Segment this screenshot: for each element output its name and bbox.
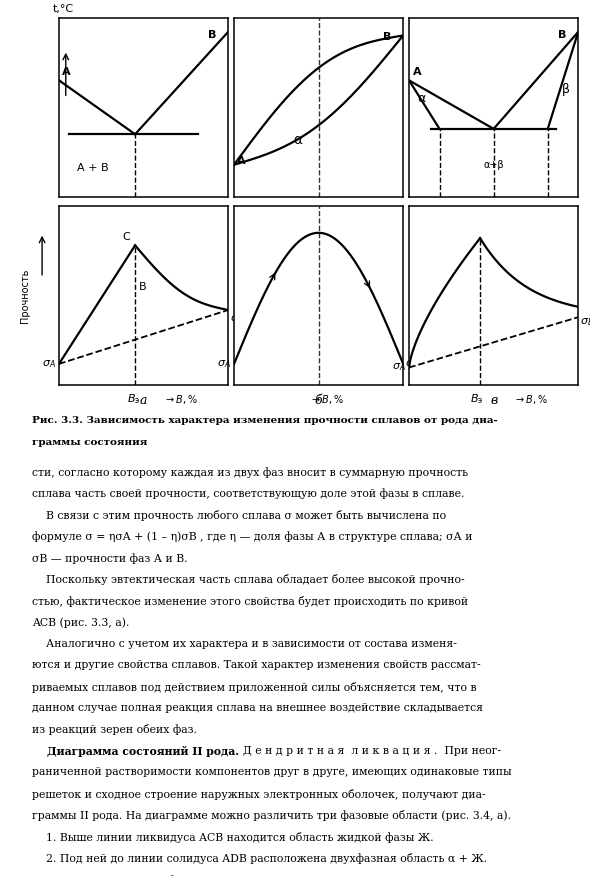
Text: $\sigma_A$: $\sigma_A$ xyxy=(42,358,55,370)
Text: граммы II рода. На диаграмме можно различить три фазовые области (рис. 3.4, а).: граммы II рода. На диаграмме можно разли… xyxy=(32,810,512,822)
Text: A: A xyxy=(63,67,71,77)
Text: t,°C: t,°C xyxy=(53,4,73,14)
Text: решеток и сходное строение наружных электронных оболочек, получают диа-: решеток и сходное строение наружных элек… xyxy=(32,788,486,800)
Text: $\rightarrow B,\%$: $\rightarrow B,\%$ xyxy=(163,392,198,406)
Text: $B_{\rm э}$: $B_{\rm э}$ xyxy=(129,204,142,218)
Text: A: A xyxy=(237,156,246,166)
Text: α+β: α+β xyxy=(483,159,504,170)
Text: а: а xyxy=(140,394,148,407)
Text: стью, фактическое изменение этого свойства будет происходить по кривой: стью, фактическое изменение этого свойст… xyxy=(32,596,468,607)
Text: ACB (рис. 3.3, а).: ACB (рис. 3.3, а). xyxy=(32,617,130,628)
Text: сти, согласно которому каждая из двух фаз вносит в суммарную прочность: сти, согласно которому каждая из двух фа… xyxy=(32,467,468,477)
Text: риваемых сплавов под действием приложенной силы объясняется тем, что в: риваемых сплавов под действием приложенн… xyxy=(32,682,477,693)
Text: B: B xyxy=(558,30,566,40)
Text: сплава часть своей прочности, соответствующую доле этой фазы в сплаве.: сплава часть своей прочности, соответств… xyxy=(32,489,465,499)
Text: $\sigma_B$: $\sigma_B$ xyxy=(405,358,419,370)
Text: $\sigma_B$: $\sigma_B$ xyxy=(580,317,590,328)
Text: Рис. 3.3. Зависимость характера изменения прочности сплавов от рода диа-: Рис. 3.3. Зависимость характера изменени… xyxy=(32,416,498,425)
Text: B: B xyxy=(139,282,146,292)
Text: данном случае полная реакция сплава на внешнее воздействие складывается: данном случае полная реакция сплава на в… xyxy=(32,703,483,713)
Text: $\rightarrow B,\%$: $\rightarrow B,\%$ xyxy=(514,392,548,406)
Text: β: β xyxy=(562,83,571,95)
Text: α: α xyxy=(417,92,425,105)
Text: α: α xyxy=(294,132,303,146)
Text: B: B xyxy=(208,30,216,40)
Text: C: C xyxy=(123,232,130,242)
Text: из реакций зерен обеих фаз.: из реакций зерен обеих фаз. xyxy=(32,724,197,736)
Text: B: B xyxy=(383,32,391,42)
Text: в: в xyxy=(490,394,497,407)
Text: Аналогично с учетом их характера и в зависимости от состава изменя-: Аналогично с учетом их характера и в зав… xyxy=(32,639,457,648)
Text: раниченной растворимости компонентов друг в друге, имеющих одинаковые типы: раниченной растворимости компонентов дру… xyxy=(32,767,512,777)
Text: σВ — прочности фаз А и В.: σВ — прочности фаз А и В. xyxy=(32,553,188,563)
Text: $B_{\rm э}$: $B_{\rm э}$ xyxy=(487,204,500,218)
Text: $B_{\rm э}$: $B_{\rm э}$ xyxy=(127,392,140,406)
Text: $\rightarrow B,\%$: $\rightarrow B,\%$ xyxy=(310,392,344,406)
Text: Прочность: Прочность xyxy=(20,268,30,323)
Text: В связи с этим прочность любого сплава σ может быть вычислена по: В связи с этим прочность любого сплава σ… xyxy=(32,510,447,521)
Text: $\sigma_B$: $\sigma_B$ xyxy=(230,313,244,325)
Text: б: б xyxy=(315,394,322,407)
Text: 2. Под ней до линии солидуса ADB расположена двухфазная область α + Ж.: 2. Под ней до линии солидуса ADB располо… xyxy=(32,853,487,865)
Text: Диаграмма состояний II рода.: Диаграмма состояний II рода. xyxy=(32,746,240,757)
Text: Фаза α представляет собой твердый раствор компонентов А и В. Зерна этой: Фаза α представляет собой твердый раство… xyxy=(32,874,471,876)
Text: $\sigma_A$: $\sigma_A$ xyxy=(392,362,406,373)
Text: A + B: A + B xyxy=(77,163,109,173)
Text: A: A xyxy=(412,67,421,77)
Text: Д е н д р и т н а я  л и к в а ц и я .  При неог-: Д е н д р и т н а я л и к в а ц и я . Пр… xyxy=(236,746,501,756)
Text: 1. Выше линии ликвидуса ACB находится область жидкой фазы Ж.: 1. Выше линии ликвидуса ACB находится об… xyxy=(32,832,434,843)
Text: Поскольку эвтектическая часть сплава обладает более высокой прочно-: Поскольку эвтектическая часть сплава обл… xyxy=(32,575,465,585)
Text: формуле σ = ησA + (1 – η)σB , где η — доля фазы А в структуре сплава; σА и: формуле σ = ησA + (1 – η)σB , где η — до… xyxy=(32,531,473,542)
Text: граммы состояния: граммы состояния xyxy=(32,438,148,447)
Text: $\sigma_A$: $\sigma_A$ xyxy=(217,358,231,370)
Text: $B_{\rm э}$: $B_{\rm э}$ xyxy=(470,392,483,406)
Text: ются и другие свойства сплавов. Такой характер изменения свойств рассмат-: ются и другие свойства сплавов. Такой ха… xyxy=(32,661,481,670)
